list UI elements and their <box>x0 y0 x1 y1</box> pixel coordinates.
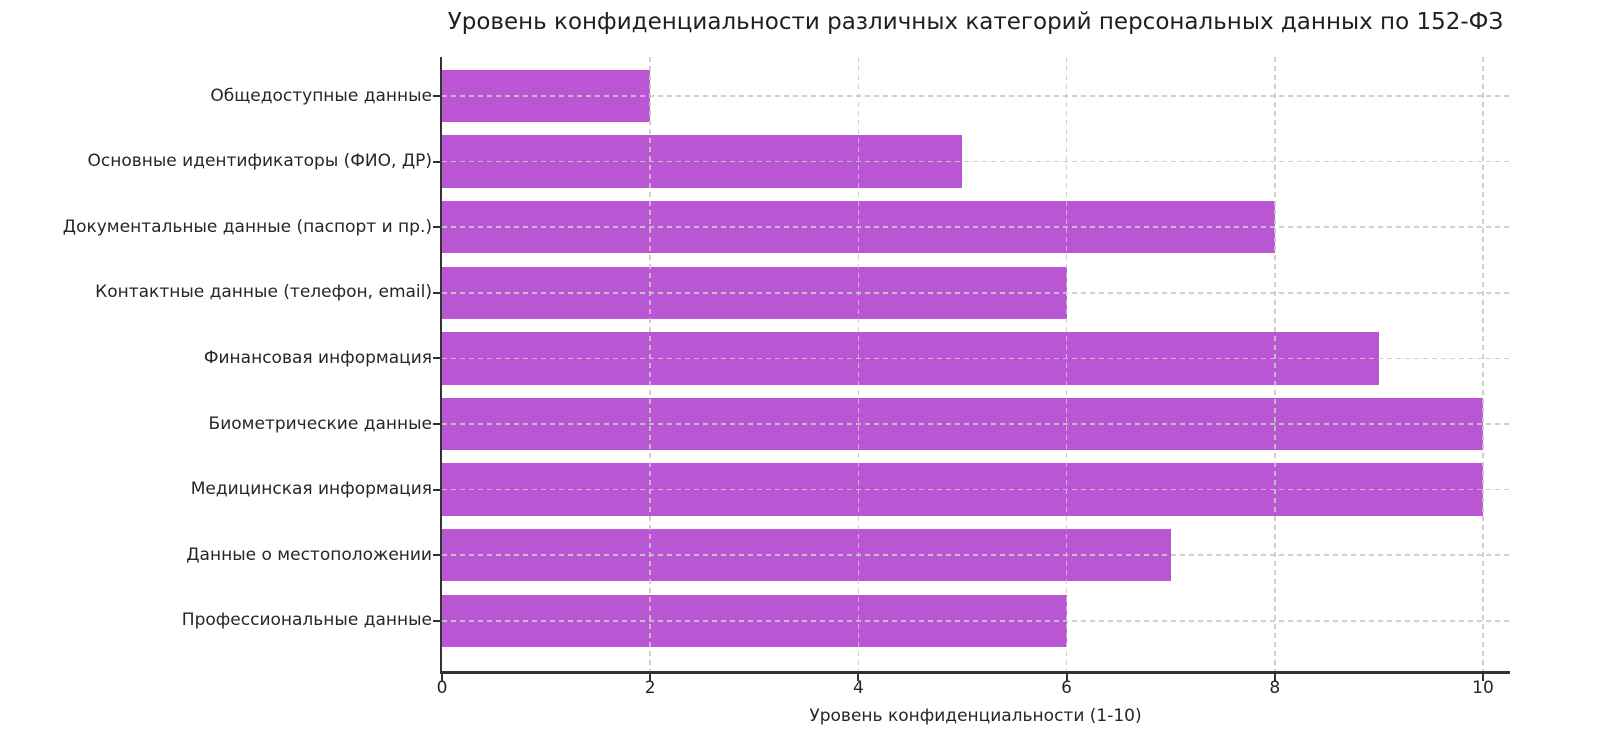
y-axis-label: Медицинская информация <box>190 479 432 500</box>
bar <box>442 397 1483 451</box>
y-axis-spine <box>440 57 442 673</box>
y-axis-label: Профессиональные данные <box>181 610 432 631</box>
y-tick-mark <box>433 488 441 491</box>
bar <box>442 69 651 123</box>
x-tick-label: 6 <box>1061 678 1072 698</box>
chart-title: Уровень конфиденциальности различных кат… <box>447 9 1504 35</box>
y-tick-mark <box>433 160 441 163</box>
x-tick-label: 8 <box>1269 678 1281 698</box>
x-tick-mark <box>1481 674 1484 681</box>
x-tick-label: 0 <box>436 678 448 698</box>
x-tick-label: 2 <box>644 678 656 698</box>
x-tick-mark <box>857 674 860 681</box>
x-tick-label: 10 <box>1472 678 1494 698</box>
y-axis-label: Биометрические данные <box>208 413 432 434</box>
bar <box>442 135 963 188</box>
y-axis-label: Финансовая информация <box>203 347 432 368</box>
x-axis-spine <box>440 671 1510 674</box>
x-tick-mark <box>649 674 652 681</box>
y-tick-mark <box>433 423 441 425</box>
y-axis-label: Данные о местоположении <box>186 544 432 565</box>
bar <box>442 463 1483 516</box>
x-tick-mark <box>1273 674 1276 681</box>
y-axis-label: Общедоступные данные <box>210 85 432 106</box>
x-tick-label: 4 <box>852 678 864 698</box>
y-tick-mark <box>433 95 441 97</box>
y-tick-mark <box>433 619 441 622</box>
bars-layer <box>442 57 1509 672</box>
x-axis-title: Уровень конфиденциальности (1-10) <box>809 706 1142 726</box>
y-tick-mark <box>433 357 441 360</box>
y-axis-label: Контактные данные (телефон, email) <box>95 282 432 303</box>
y-tick-mark <box>433 554 441 557</box>
bar <box>442 594 1067 648</box>
plot-area <box>442 57 1509 672</box>
bar <box>442 200 1275 254</box>
y-tick-mark <box>433 226 441 229</box>
bar <box>442 266 1067 320</box>
bar <box>442 332 1379 385</box>
y-axis-label: Документальные данные (паспорт и пр.) <box>62 216 432 237</box>
x-tick-mark <box>441 674 443 681</box>
x-tick-mark <box>1065 674 1068 681</box>
y-tick-mark <box>433 291 441 294</box>
bar <box>442 528 1171 582</box>
y-axis-label: Основные идентификаторы (ФИО, ДР) <box>87 151 432 172</box>
